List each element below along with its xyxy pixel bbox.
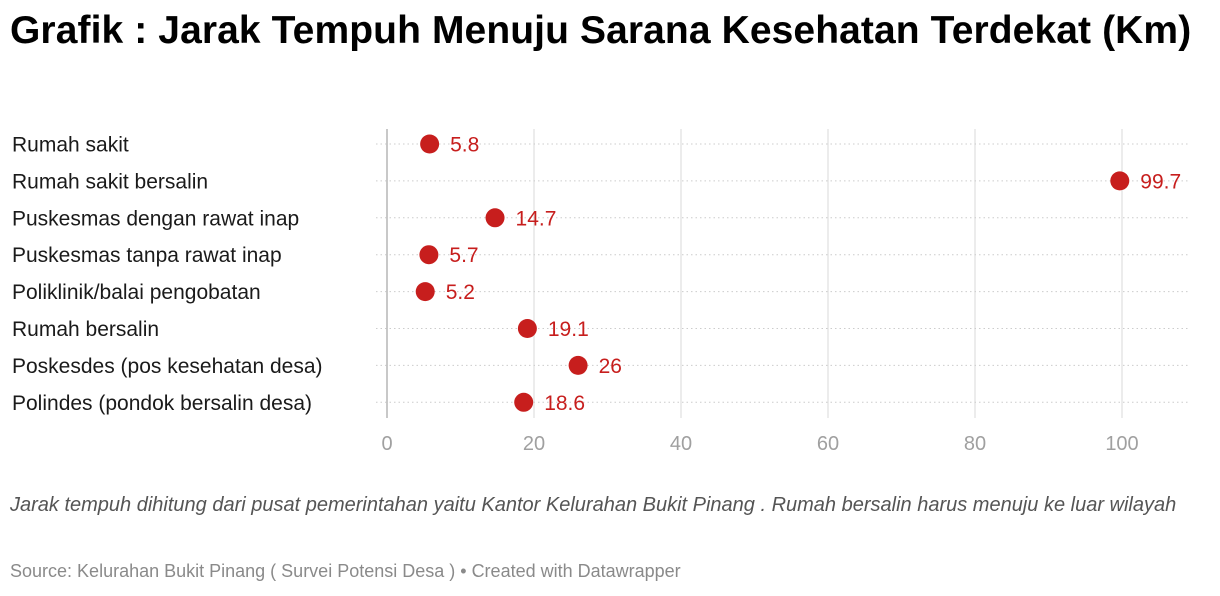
category-label: Poskesdes (pos kesehatan desa)	[12, 355, 323, 378]
category-label: Rumah bersalin	[12, 318, 159, 341]
x-axis: 0 20 40 60 80 100	[381, 433, 1138, 455]
category-labels: Rumah sakit Rumah sakit bersalin Puskesmas…	[12, 134, 323, 415]
data-point	[419, 245, 439, 265]
source-text: Kelurahan Bukit Pinang ( Survei Potensi …	[77, 561, 456, 581]
x-tick-label: 60	[817, 433, 839, 455]
data-label: 99.7	[1140, 170, 1181, 193]
x-tick-label: 100	[1105, 433, 1138, 455]
data-label: 14.7	[516, 207, 557, 230]
source-label: Source:	[10, 561, 78, 581]
category-label: Poliklinik/balai pengobatan	[12, 281, 261, 304]
category-label: Rumah sakit	[12, 134, 129, 157]
chart-footer: Source: Kelurahan Bukit Pinang ( Survei …	[10, 559, 681, 583]
category-label: Puskesmas dengan rawat inap	[12, 207, 299, 230]
data-label: 19.1	[548, 318, 589, 341]
data-point	[420, 134, 440, 154]
data-point	[1110, 171, 1130, 191]
data-label: 5.7	[449, 244, 478, 267]
data-label: 5.2	[446, 281, 475, 304]
data-label: 26	[599, 355, 622, 378]
grid-layer	[386, 129, 1123, 418]
data-point	[568, 355, 588, 375]
credit-text: Created with Datawrapper	[471, 561, 681, 581]
x-tick-label: 0	[381, 433, 392, 455]
data-point	[514, 392, 534, 412]
x-tick-label: 20	[523, 433, 545, 455]
data-label: 18.6	[544, 392, 585, 415]
data-label: 5.8	[450, 134, 479, 157]
chart-title: Grafik : Jarak Tempuh Menuju Sarana Kese…	[10, 9, 1192, 52]
chart-notes: Jarak tempuh dihitung dari pusat pemerin…	[10, 494, 1177, 516]
data-points: 5.8 99.7 14.7 5.7 5.2 19.1 26 18.6	[415, 134, 1181, 415]
category-label: Polindes (pondok bersalin desa)	[12, 392, 312, 415]
x-tick-label: 80	[964, 433, 986, 455]
data-point	[485, 208, 505, 228]
category-label: Rumah sakit bersalin	[12, 170, 208, 193]
data-point	[415, 282, 435, 302]
row-lines	[376, 143, 1188, 403]
data-point	[517, 319, 537, 338]
footer-separator: •	[455, 561, 472, 581]
category-label: Puskesmas tanpa rawat inap	[12, 244, 282, 267]
x-tick-label: 40	[670, 433, 692, 455]
